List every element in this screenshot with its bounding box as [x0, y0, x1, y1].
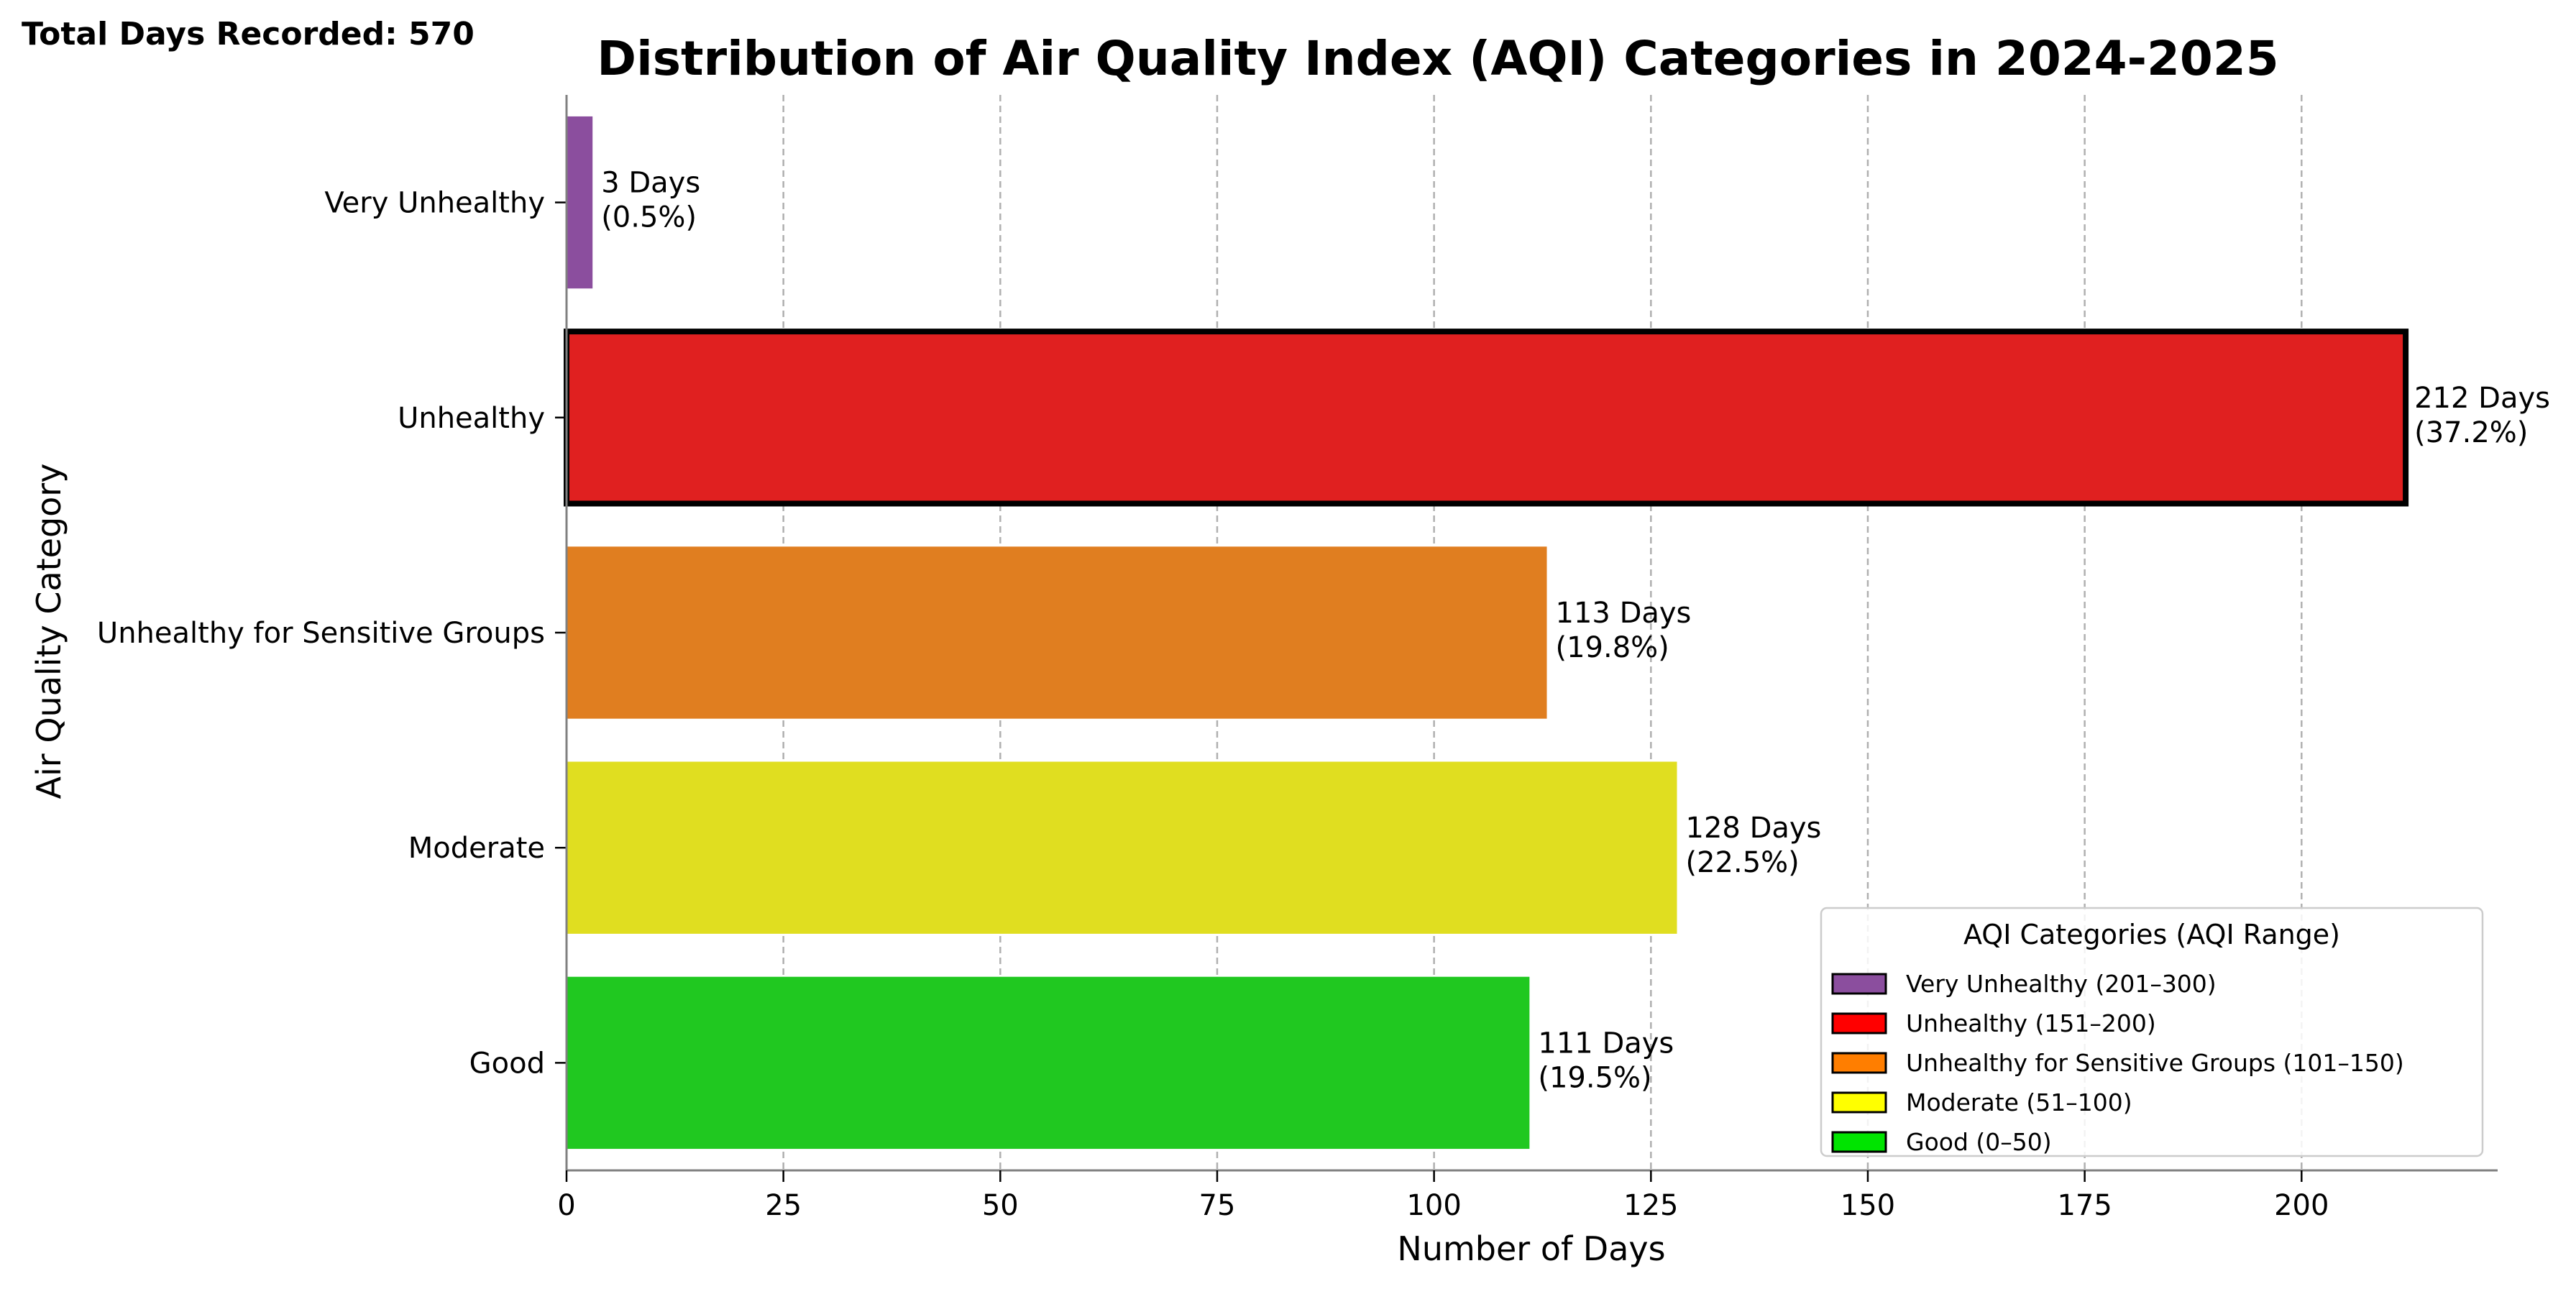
x-tick-label: 200	[2274, 1189, 2329, 1222]
bar-unhealthy-for-sensitive-groups	[567, 546, 1547, 719]
legend-entry-label: Moderate (51–100)	[1906, 1088, 2132, 1116]
bar-very-unhealthy	[567, 116, 593, 289]
x-tick-label: 175	[2057, 1189, 2112, 1222]
y-tick-label: Unhealthy for Sensitive Groups	[97, 617, 545, 650]
legend-entry-label: Good (0–50)	[1906, 1128, 2052, 1156]
bar-percent-label: (37.2%)	[2414, 416, 2528, 449]
legend: AQI Categories (AQI Range) Very Unhealthy…	[1820, 907, 2484, 1157]
legend-entry-label: Very Unhealthy (201–300)	[1906, 970, 2217, 998]
bar-value-label: 3 Days	[601, 167, 700, 200]
bar-unhealthy	[564, 329, 2409, 507]
total-days-note: Total Days Recorded: 570	[22, 16, 475, 52]
x-tick-label: 0	[557, 1189, 575, 1222]
legend-swatch	[1831, 1091, 1887, 1114]
bar-value-label: 212 Days	[2414, 382, 2550, 415]
axes: 0 25 50 75 100 125 150 175 200	[557, 95, 2498, 1222]
bar-good	[567, 976, 1530, 1150]
x-tick-label: 25	[765, 1189, 802, 1222]
x-tick-label: 100	[1406, 1189, 1461, 1222]
legend-title: AQI Categories (AQI Range)	[1963, 919, 2340, 950]
x-axis-label: Number of Days	[1397, 1229, 1665, 1268]
bar-percent-label: (22.5%)	[1686, 846, 1800, 879]
bars-group: 3 Days(0.5%) Very Unhealthy 212 Days(37.2%…	[97, 116, 2550, 1150]
legend-swatch	[1831, 1012, 1887, 1035]
bar-percent-label: (19.8%)	[1556, 631, 1669, 664]
x-tick-label: 50	[982, 1189, 1019, 1222]
legend-box	[1820, 907, 2484, 1157]
chart-title: Distribution of Air Quality Index (AQI) …	[597, 31, 2278, 86]
legend-swatch	[1831, 1052, 1887, 1074]
legend-swatch	[1831, 1131, 1887, 1153]
bar-value-label: 111 Days	[1538, 1027, 1674, 1060]
y-tick-label: Moderate	[408, 832, 545, 865]
bar-moderate	[567, 761, 1677, 934]
bar-value-label: 128 Days	[1686, 812, 1822, 845]
legend-entry-label: Unhealthy for Sensitive Groups (101–150)	[1906, 1049, 2404, 1077]
y-axis-label: Air Quality Category	[29, 464, 68, 799]
y-tick-label: Good	[469, 1047, 545, 1080]
bar-percent-label: (19.5%)	[1538, 1061, 1651, 1094]
y-tick-label: Very Unhealthy	[324, 187, 545, 220]
x-tick-label: 125	[1623, 1189, 1678, 1222]
legend-swatch	[1831, 973, 1887, 995]
legend-entry-label: Unhealthy (151–200)	[1906, 1009, 2156, 1037]
x-tick-label: 150	[1841, 1189, 1895, 1222]
bar-percent-label: (0.5%)	[601, 201, 697, 234]
y-tick-label: Unhealthy	[398, 402, 545, 435]
bar-value-label: 113 Days	[1556, 597, 1692, 630]
x-tick-label: 75	[1199, 1189, 1236, 1222]
